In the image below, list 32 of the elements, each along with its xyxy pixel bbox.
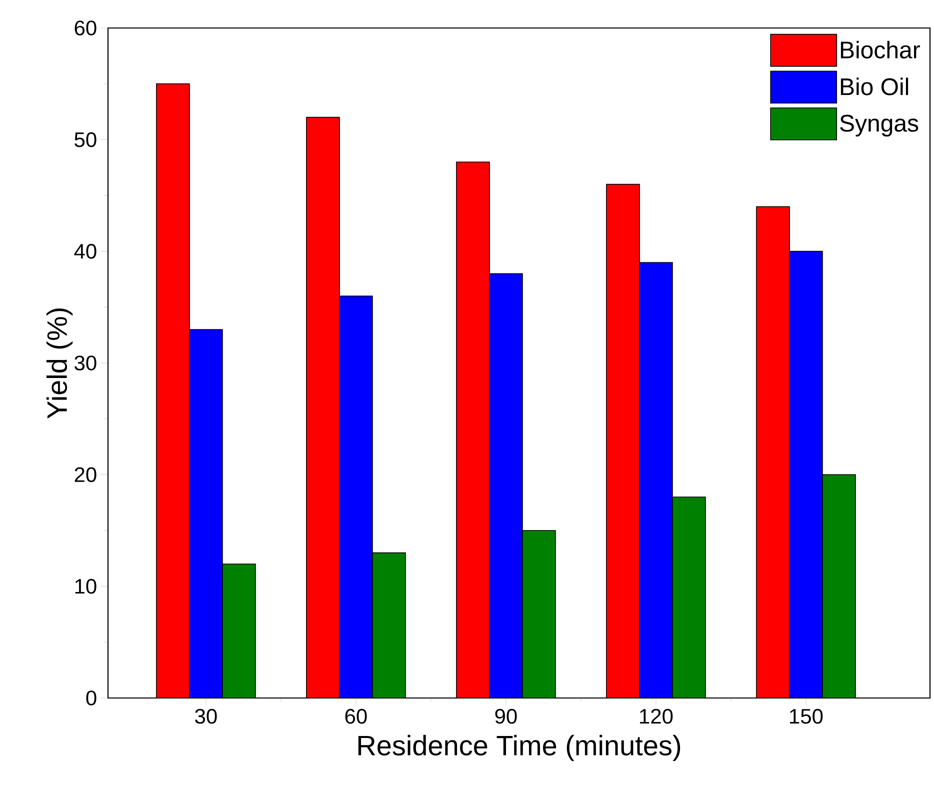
legend-label: Biochar: [840, 40, 920, 58]
bar: [606, 184, 640, 698]
x-tick-label: 120: [640, 708, 673, 724]
y-tick-label: 50: [74, 132, 96, 148]
y-tick-label: 20: [74, 467, 96, 482]
bar: [456, 162, 490, 698]
bar: [339, 296, 372, 698]
bar: [639, 262, 672, 698]
x-tick-label: 90: [495, 708, 517, 724]
bar: [822, 474, 856, 698]
legend-label: Syngas: [840, 114, 918, 137]
x-tick-label: 60: [345, 708, 367, 724]
y-tick-label: 30: [74, 356, 96, 370]
x-tick-label: 150: [790, 708, 823, 724]
bar: [756, 206, 790, 698]
bar: [156, 84, 190, 698]
y-tick-label: 60: [74, 20, 96, 36]
bar: [789, 250, 823, 698]
bar: [522, 530, 556, 698]
bar: [306, 117, 340, 698]
y-tick-label: 40: [74, 244, 96, 259]
y-tick-label: 10: [75, 578, 96, 594]
bar: [222, 564, 256, 698]
bar: [672, 497, 706, 698]
y-axis-title: Yield (%): [46, 308, 73, 419]
bar: [372, 552, 406, 698]
x-tick-label: 30: [195, 708, 217, 724]
x-axis-title: Residence Time (minutes): [358, 734, 680, 762]
legend-label: Bio Oil: [840, 78, 908, 96]
bar: [489, 274, 522, 698]
bar: [189, 329, 222, 698]
y-tick-label: 0: [86, 690, 96, 706]
